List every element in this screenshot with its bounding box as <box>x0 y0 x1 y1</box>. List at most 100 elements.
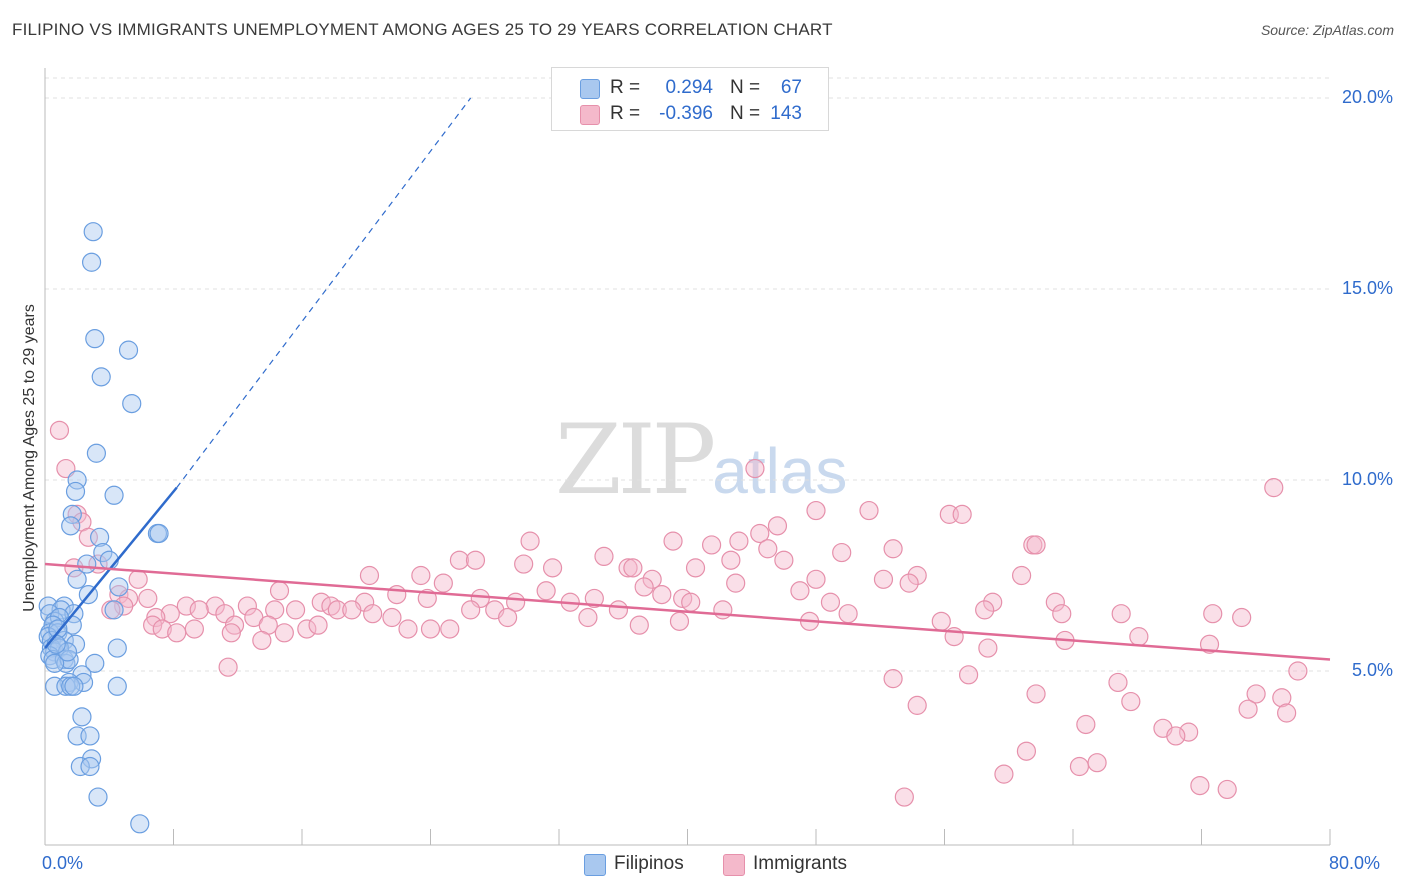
immigrants-point <box>237 596 257 616</box>
immigrants-point <box>1246 684 1266 704</box>
immigrants-point <box>1264 478 1284 498</box>
immigrants-point <box>274 623 294 643</box>
n-label: N = <box>730 103 761 124</box>
immigrants-point <box>461 600 481 620</box>
filipinos-trend-extension <box>176 97 472 489</box>
immigrants-point <box>1238 699 1258 719</box>
immigrants-point <box>1166 726 1186 746</box>
immigrants-point <box>883 539 903 559</box>
filipinos-point <box>90 527 110 547</box>
immigrants-point <box>952 504 972 524</box>
immigrants-point <box>297 619 317 639</box>
filipinos-point <box>91 367 111 387</box>
n-value: 143 <box>770 103 802 124</box>
filipinos-point <box>88 787 108 807</box>
immigrants-point <box>363 604 383 624</box>
immigrants-point <box>382 607 402 628</box>
immigrants-point <box>327 600 347 620</box>
filipinos-point <box>48 619 68 639</box>
legend-label: Immigrants <box>753 853 847 874</box>
immigrants-point <box>608 600 629 620</box>
immigrants-point <box>750 523 770 544</box>
immigrants-point <box>975 600 995 620</box>
immigrants-point <box>1069 756 1090 777</box>
immigrants-point <box>642 569 662 589</box>
immigrants-point <box>1203 604 1223 624</box>
immigrants-point <box>1026 535 1046 555</box>
immigrants-point <box>536 581 556 601</box>
immigrants-point <box>721 550 741 570</box>
filipinos-point <box>149 523 169 544</box>
y-tick-label-5: 5.0% <box>1351 660 1393 680</box>
r-value: -0.396 <box>659 103 713 124</box>
immigrants-point <box>176 596 196 616</box>
immigrants-point <box>218 657 238 677</box>
filipinos-point <box>65 481 86 502</box>
immigrants-point <box>498 607 518 628</box>
filipinos-point <box>80 756 100 777</box>
source-credit: Source: ZipAtlas.com <box>1260 22 1394 38</box>
immigrants-point <box>1288 661 1308 681</box>
immigrants-point <box>221 623 241 643</box>
legend-row-immigrants: R = -0.396 N = 143 <box>552 101 828 127</box>
filipinos-point <box>86 443 107 463</box>
immigrants-point <box>1016 741 1037 761</box>
immigrants-point <box>1272 688 1292 708</box>
immigrants-point <box>398 619 418 639</box>
immigrants-point <box>629 615 649 635</box>
y-axis-label: Unemployment Among Ages 25 to 29 years <box>21 304 38 612</box>
immigrants-point <box>713 600 733 620</box>
immigrants-point <box>342 600 362 620</box>
immigrants-point <box>128 569 148 589</box>
immigrants-trend-line <box>44 562 1331 661</box>
immigrants-point <box>449 550 470 570</box>
filipinos-point <box>109 577 129 597</box>
immigrants-point <box>152 619 172 639</box>
immigrants-point <box>652 584 672 605</box>
immigrants-point <box>138 588 158 609</box>
r-label: R = <box>610 103 641 124</box>
filipinos-point <box>118 340 139 360</box>
filipinos-point <box>104 600 124 620</box>
immigrants-point <box>820 592 841 612</box>
immigrants-point <box>1011 565 1032 586</box>
chart-title: FILIPINO VS IMMIGRANTS UNEMPLOYMENT AMON… <box>12 20 833 39</box>
filipinos-point <box>107 638 127 658</box>
filipinos-point <box>83 222 103 242</box>
immigrants-point <box>578 607 598 628</box>
immigrants-point <box>49 420 70 440</box>
immigrants-point <box>189 600 209 620</box>
immigrants-point <box>758 539 778 559</box>
n-label: N = <box>730 77 761 98</box>
immigrants-point <box>1121 691 1141 712</box>
immigrants-legend-swatch <box>723 854 745 876</box>
immigrants-point <box>542 558 563 578</box>
immigrants-point <box>669 611 690 631</box>
filipinos-point <box>85 653 105 673</box>
r-value: 0.294 <box>665 77 713 98</box>
filipinos-point <box>80 726 100 746</box>
immigrants-point <box>269 581 290 601</box>
immigrants-point <box>1108 672 1128 693</box>
immigrants-point <box>774 550 794 570</box>
immigrants-point <box>252 630 272 651</box>
immigrants-point <box>729 531 749 551</box>
immigrants-point <box>838 604 858 624</box>
filipinos-point <box>51 600 71 620</box>
y-tick-label-15: 15.0% <box>1341 278 1393 298</box>
filipinos-point <box>122 394 142 414</box>
immigrants-point <box>806 569 826 589</box>
immigrants-point <box>1111 604 1131 624</box>
immigrants-point <box>958 665 979 685</box>
filipinos-point <box>57 642 78 662</box>
immigrants-point <box>623 558 643 578</box>
immigrants-point <box>114 596 134 616</box>
immigrants-point <box>931 611 951 631</box>
immigrants-point <box>1277 703 1297 723</box>
immigrants-point <box>790 581 810 601</box>
immigrants-point <box>433 573 453 593</box>
immigrants-point <box>308 615 328 635</box>
immigrants-point <box>594 546 614 567</box>
filipinos-point <box>85 329 105 349</box>
immigrants-point <box>1076 714 1096 735</box>
